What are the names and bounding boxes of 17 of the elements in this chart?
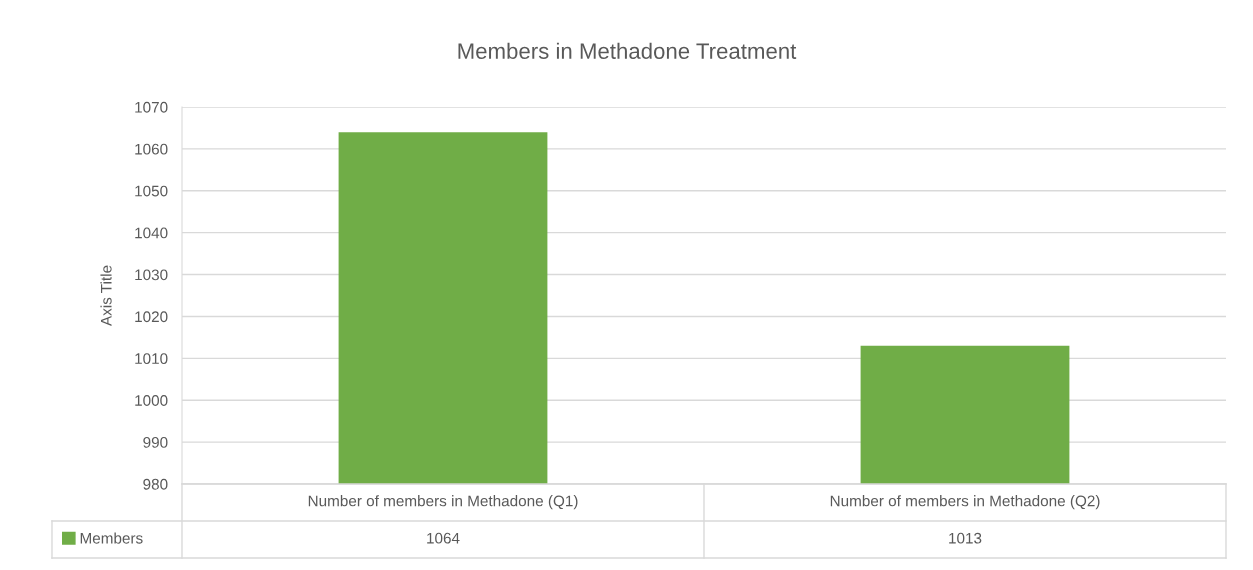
data-label: 1064: [427, 532, 460, 544]
y-tick-label: 1050: [135, 185, 168, 197]
y-tick-label: 1020: [135, 311, 168, 323]
x-tick-label: Number of members in Methadone (Q1): [308, 495, 578, 510]
y-tick-label: 990: [143, 436, 168, 448]
chart-title: Members in Methadone Treatment: [458, 42, 797, 59]
x-tick-label: Number of members in Methadone (Q2): [830, 495, 1100, 510]
legend-label: Members: [80, 532, 143, 544]
y-tick-label: 1030: [135, 269, 168, 281]
y-tick-label: 1010: [135, 353, 168, 365]
y-tick-label: 1040: [135, 227, 168, 239]
y-axis-title: Axis Title: [100, 265, 112, 327]
data-label: 1013: [949, 532, 982, 544]
y-tick-label: 1060: [135, 143, 168, 155]
y-tick-label: 980: [143, 478, 168, 490]
y-tick-label: 1000: [135, 395, 168, 406]
y-tick-label: 1070: [135, 101, 168, 113]
